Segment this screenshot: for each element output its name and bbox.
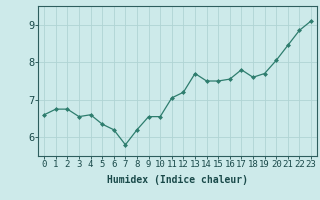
- X-axis label: Humidex (Indice chaleur): Humidex (Indice chaleur): [107, 175, 248, 185]
